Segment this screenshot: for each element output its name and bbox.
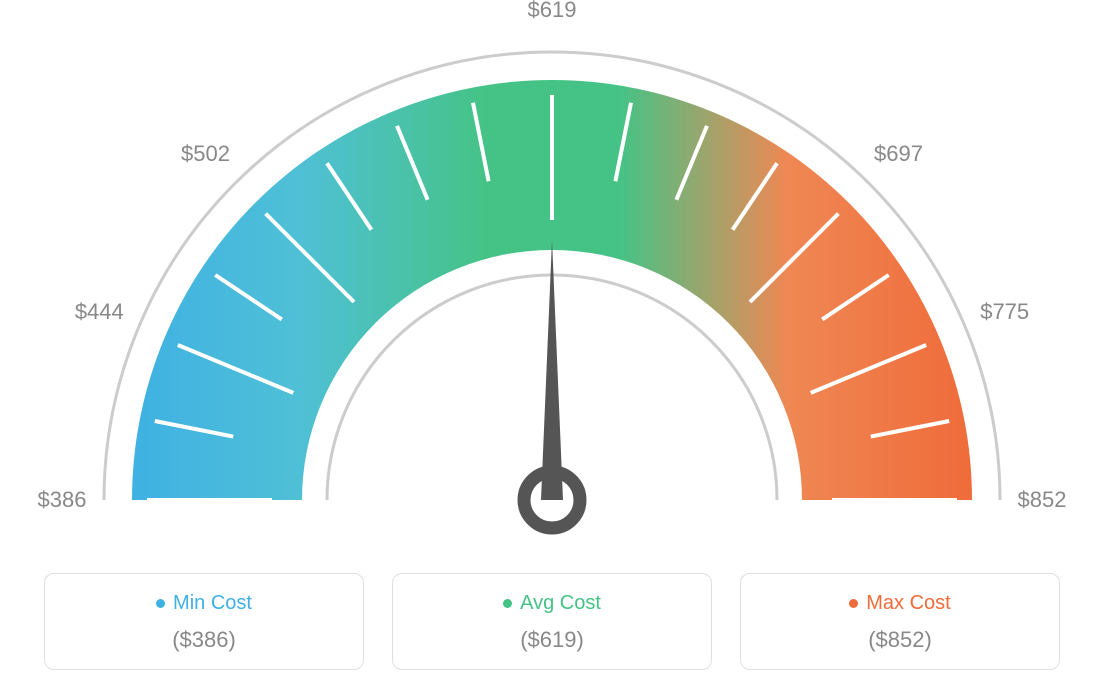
gauge-tick-label: $775 — [980, 299, 1029, 325]
legend-label: Avg Cost — [520, 592, 601, 615]
legend-label: Min Cost — [173, 592, 252, 615]
gauge-tick-label: $502 — [181, 141, 230, 167]
gauge-tick-label: $386 — [38, 487, 87, 513]
legend-card-min: Min Cost ($386) — [44, 573, 364, 670]
legend-dot-icon — [156, 599, 165, 608]
legend-title-min: Min Cost — [156, 592, 252, 615]
legend-dot-icon — [503, 599, 512, 608]
gauge-tick-label: $697 — [874, 141, 923, 167]
legend-label: Max Cost — [866, 592, 950, 615]
gauge-chart — [0, 0, 1104, 560]
legend-value: ($619) — [403, 627, 701, 653]
legend-card-avg: Avg Cost ($619) — [392, 573, 712, 670]
gauge-tick-label: $852 — [1018, 487, 1067, 513]
legend-title-max: Max Cost — [849, 592, 950, 615]
legend-value: ($852) — [751, 627, 1049, 653]
legend-dot-icon — [849, 599, 858, 608]
gauge-tick-label: $619 — [528, 0, 577, 23]
legend-card-max: Max Cost ($852) — [740, 573, 1060, 670]
legend-row: Min Cost ($386) Avg Cost ($619) Max Cost ($85… — [0, 573, 1104, 670]
legend-title-avg: Avg Cost — [503, 592, 601, 615]
gauge-tick-label: $444 — [75, 299, 124, 325]
legend-value: ($386) — [55, 627, 353, 653]
gauge-container: $386 $444 $502 $619 $697 $775 $852 — [0, 0, 1104, 560]
